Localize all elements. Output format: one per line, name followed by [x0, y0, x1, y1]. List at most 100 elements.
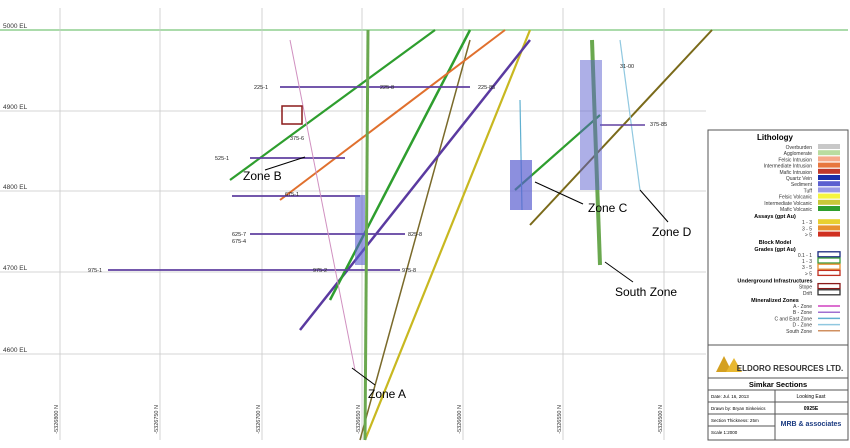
hole-label: 375-6 — [290, 136, 304, 142]
legend-item: Mafic Intrusion — [779, 170, 812, 176]
legend-item: Quartz Vein — [786, 176, 812, 182]
title-block-text: Simkar Sections — [749, 380, 807, 389]
legend-item: Mafic Volcanic — [780, 207, 812, 213]
legend-heading: Underground Infrastructures — [737, 279, 812, 285]
legend-swatch — [818, 156, 840, 162]
legend-swatch — [818, 231, 840, 237]
hole-label: 31-00 — [620, 64, 634, 70]
legend-item: Intermediate Intrusion — [764, 164, 813, 170]
legend-item: Tuff — [804, 188, 813, 194]
arrow — [604, 261, 634, 283]
drillhole — [279, 29, 506, 201]
legend-item: Felsic Intrusion — [778, 157, 812, 163]
legend-item: 3 - 5 — [802, 265, 812, 271]
zone-label: Zone B — [243, 169, 282, 183]
legend-swatch — [817, 251, 841, 258]
elevation-label: 4800 EL — [3, 184, 28, 191]
hole-label: 975-8 — [402, 268, 416, 274]
zone-label: Zone A — [368, 387, 406, 401]
legend-item: South Zone — [786, 329, 812, 335]
legend-item: C and East Zone — [774, 316, 812, 322]
legend-item: B - Zone — [793, 310, 812, 316]
hole-label: 525-1 — [215, 156, 229, 162]
drillhole — [529, 29, 713, 226]
title-block-text: Scale 1:2000 — [711, 430, 738, 435]
legend-swatch — [818, 181, 840, 187]
hole-label: 675-4 — [232, 239, 246, 245]
legend-heading: Block Model — [759, 240, 792, 246]
intercept — [580, 60, 602, 190]
hole-label: 375-85 — [650, 122, 667, 128]
legend-item: > 5 — [805, 233, 812, 239]
hole-label: 675-1 — [285, 192, 299, 198]
zone-label: South Zone — [615, 285, 677, 299]
title-block: ELDORO RESOURCES LTD. Simkar SectionsDate… — [707, 344, 849, 441]
arrow — [264, 156, 306, 171]
hole-label: 225-1 — [254, 85, 268, 91]
legend-swatch — [818, 187, 840, 193]
northing-label: -5326650 N — [356, 405, 362, 434]
northing-label: -5326600 N — [457, 405, 463, 434]
legend-swatch — [818, 193, 840, 199]
legend-item: Drift — [803, 291, 813, 297]
legend-swatch — [817, 257, 841, 264]
drillhole — [289, 39, 356, 371]
elevation-label: 5000 EL — [3, 23, 28, 30]
logo — [726, 358, 742, 372]
legend-swatch — [818, 144, 840, 149]
stope — [281, 105, 303, 125]
title-block-text: Section Thickness: 25m — [711, 418, 759, 423]
legend-item: Felsic Volcanic — [779, 195, 813, 201]
legend-item: Intermediate Volcanic — [764, 201, 812, 207]
hole-label: 825-8 — [408, 232, 422, 238]
legend-item: 1 - 3 — [802, 220, 812, 226]
elevation-label: 4700 EL — [3, 265, 28, 272]
legend-item: 1 - 3 — [802, 259, 812, 265]
legend-swatch — [818, 219, 840, 225]
intercept — [510, 160, 532, 210]
northing-label: -5326500 N — [658, 405, 664, 434]
legend-swatch — [818, 168, 840, 174]
zone-arrows — [264, 156, 669, 386]
northing-label: -5326750 N — [154, 405, 160, 434]
title-block-text: MRB & associates — [781, 421, 842, 428]
title-block-text: ELDORO RESOURCES LTD. — [737, 364, 844, 373]
legend-item: 0.1 - 1 — [798, 253, 812, 259]
elevation-label: 4600 EL — [3, 347, 28, 354]
legend-item: Agglomerate — [784, 151, 813, 157]
drillhole — [229, 29, 436, 181]
legend-swatch — [817, 289, 841, 296]
arrow — [534, 181, 584, 205]
legend-swatch — [818, 199, 840, 205]
hole-label: 625-7 — [232, 232, 246, 238]
legend-swatch — [818, 175, 840, 180]
arrow — [351, 367, 376, 386]
legend-item: D - Zone — [793, 323, 813, 329]
legend-item: Sediment — [791, 182, 813, 188]
legend-swatch — [817, 282, 841, 290]
arrow — [639, 189, 669, 223]
intercept — [355, 195, 365, 265]
legend-swatch — [818, 162, 840, 168]
legend-item: Stope — [799, 285, 812, 291]
northing-label: -5326550 N — [557, 405, 563, 434]
drillhole — [363, 29, 370, 441]
drillhole — [359, 39, 471, 441]
elevation-label: 4900 EL — [3, 104, 28, 111]
legend-swatch — [817, 263, 841, 270]
legend-swatch — [817, 269, 841, 277]
title-block-box — [707, 344, 849, 441]
zone-label: Zone C — [588, 201, 628, 215]
legend-heading: Assays (gpt Au) — [754, 214, 796, 220]
northing-label: -5326700 N — [256, 405, 262, 434]
legend-item: 3 - 5 — [802, 226, 812, 232]
northing-label: -5326800 N — [54, 405, 60, 434]
legend-swatch — [818, 150, 840, 156]
legend-heading: Grades (gpt Au) — [754, 247, 796, 253]
legend-item: > 5 — [805, 271, 812, 277]
title-block-text: Drawn by: Bryan Sinkeivics — [711, 406, 766, 411]
drillhole — [363, 29, 532, 441]
drillholes — [108, 29, 713, 441]
